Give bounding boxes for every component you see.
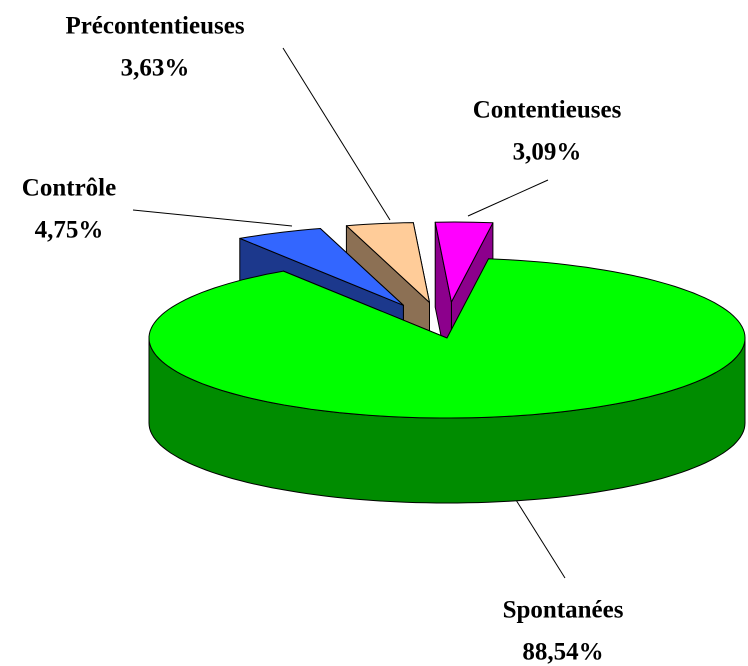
leader-line — [515, 499, 566, 579]
value-label: 4,75% — [35, 217, 104, 244]
slice — [148, 258, 746, 419]
value-label: 3,63% — [121, 55, 190, 82]
value-label: 3,09% — [513, 139, 582, 166]
leader-line — [467, 179, 549, 217]
slice — [239, 228, 404, 306]
leader-line — [282, 47, 391, 221]
leader-line — [132, 209, 293, 227]
slice-label: Contentieuses — [473, 97, 622, 124]
slice — [434, 221, 494, 303]
slice-label: Contrôle — [22, 175, 116, 202]
pie — [148, 221, 746, 504]
slice-label: Spontanées — [503, 597, 624, 624]
value-label: 88,54% — [522, 639, 603, 666]
slice-label: Précontentieuses — [65, 13, 244, 40]
slice — [345, 222, 430, 303]
